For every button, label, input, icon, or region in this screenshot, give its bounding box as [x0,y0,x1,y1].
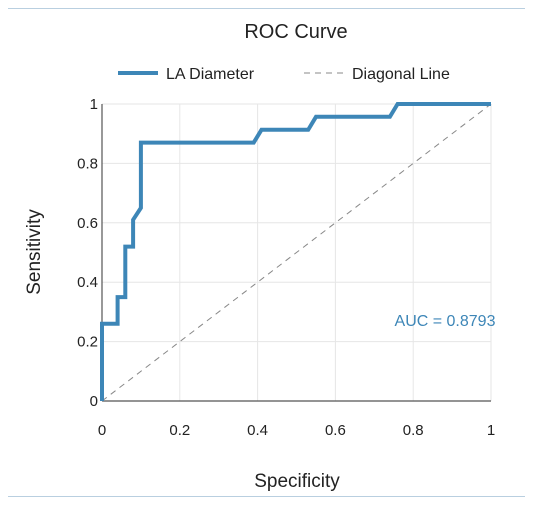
y-tick-label-0: 0 [90,393,98,410]
auc-annotation: AUC = 0.8793 [395,313,496,330]
top-border [8,8,525,9]
y-tick-label-2: 0.4 [77,274,98,291]
x-tick-label-2: 0.4 [247,422,268,439]
tick-labels: 0 0.2 0.4 0.6 0.8 1 0 0.2 0.4 0.6 0.8 1 [77,96,495,439]
legend-label-la-diameter: LA Diameter [166,66,255,83]
series-line-diagonal-line [101,103,492,402]
y-tick-label-4: 0.8 [77,155,98,172]
x-tick-label-4: 0.8 [403,422,424,439]
x-tick-label-5: 1 [487,422,495,439]
y-axis-title: Sensitivity [24,209,45,295]
y-tick-label-5: 1 [90,96,98,113]
bottom-border [8,496,525,497]
chart-title: ROC Curve [244,21,347,43]
series-line-la-diameter [100,102,491,401]
y-tick-label-3: 0.6 [77,215,98,232]
x-axis-title: Specificity [254,471,340,492]
legend: LA Diameter Diagonal Line [118,66,450,83]
x-tick-label-1: 0.2 [169,422,190,439]
series-lines [100,102,492,402]
legend-label-diagonal-line: Diagonal Line [352,66,450,83]
x-tick-label-3: 0.6 [325,422,346,439]
y-tick-label-1: 0.2 [77,334,98,351]
x-tick-label-0: 0 [98,422,106,439]
